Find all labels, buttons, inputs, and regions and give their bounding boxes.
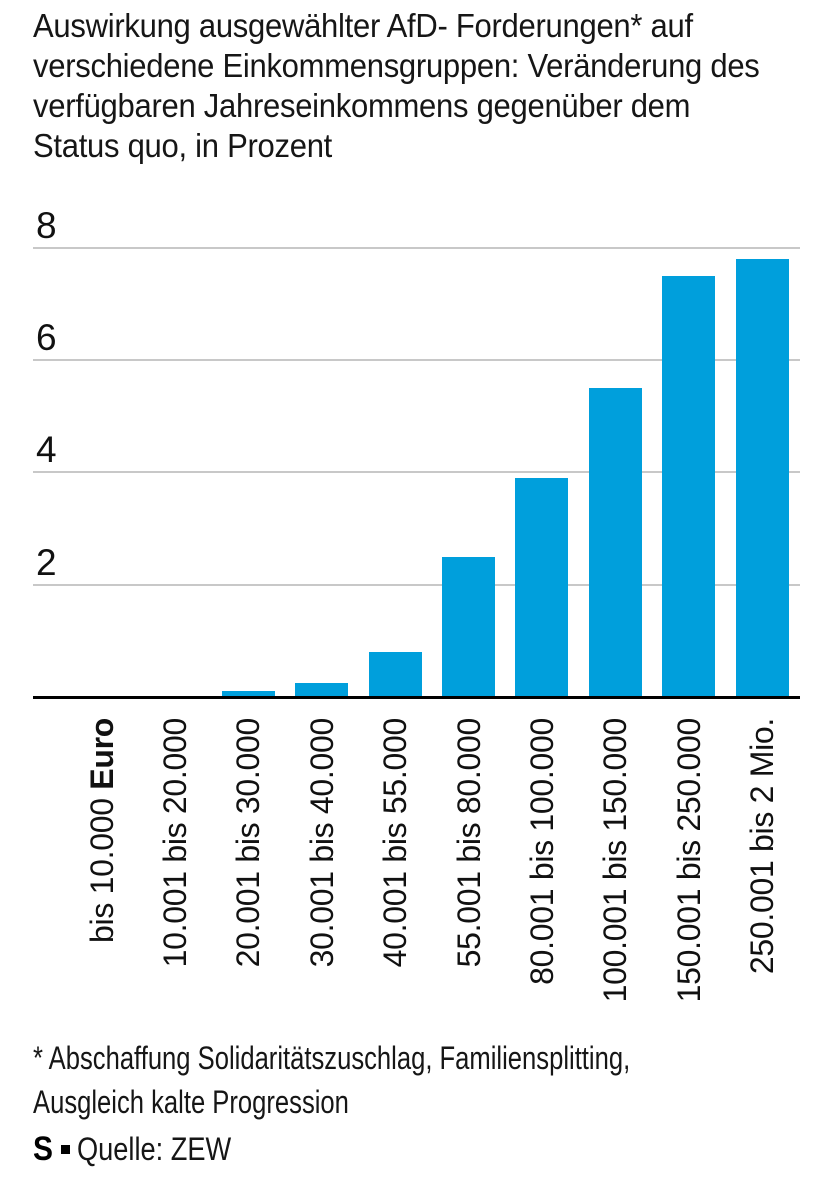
x-axis-label: 30.001 bis 40.000 [304, 718, 340, 968]
y-axis-label: 6 [36, 317, 57, 358]
bar-chart: 8 6 4 2 bis 10.000 Euro 10.001 bis 20.000 20.0… [33, 205, 800, 1003]
footnote-line-2: Ausgleich kalte Progression [33, 1084, 349, 1120]
bar [662, 276, 715, 697]
square-bullet-icon [60, 1144, 70, 1154]
x-axis-label: bis 10.000 Euro [84, 718, 120, 943]
bar [515, 478, 568, 697]
spiegel-s-logo: S [33, 1130, 53, 1168]
x-axis-label: 250.001 bis 2 Mio. [744, 718, 780, 975]
title-line-1: Auswirkung ausgewählter AfD- Forderungen… [33, 7, 693, 44]
chart-footnote: * Abschaffung Solidaritätszuschlag, Fami… [33, 1036, 779, 1124]
x-axis-label: 150.001 bis 250.000 [671, 718, 707, 1003]
page-title: Auswirkung ausgewählter AfD- Forderungen… [33, 6, 806, 166]
title-line-3: verfügbaren Jahreseinkommens gegenüber d… [33, 87, 691, 124]
bar [222, 691, 275, 697]
bar [369, 652, 422, 697]
y-axis-label: 4 [36, 429, 57, 470]
x-axis-label: 20.001 bis 30.000 [230, 718, 266, 968]
gridline [33, 471, 800, 473]
bar [736, 259, 789, 697]
gridline [33, 247, 800, 249]
x-axis-label: 40.001 bis 55.000 [377, 718, 413, 968]
x-axis-label: 80.001 bis 100.000 [524, 718, 560, 985]
bar [589, 388, 642, 697]
title-line-2: verschiedene Einkommensgruppen: Veränder… [33, 47, 760, 84]
y-axis-label: 8 [36, 205, 57, 246]
x-axis-label: 55.001 bis 80.000 [451, 718, 487, 968]
gridline [33, 584, 800, 586]
gridline [33, 359, 800, 361]
x-axis-line [33, 696, 800, 699]
source-line: S Quelle: ZEW [33, 1130, 258, 1168]
x-axis-label: 10.001 bis 20.000 [157, 718, 193, 968]
source-label: Quelle: ZEW [76, 1131, 231, 1167]
x-axis-label: 100.001 bis 150.000 [597, 718, 633, 1003]
y-axis-label: 2 [36, 542, 57, 583]
bar [295, 683, 348, 697]
title-line-4: Status quo, in Prozent [33, 127, 333, 164]
footnote-line-1: * Abschaffung Solidaritätszuschlag, Fami… [33, 1040, 631, 1076]
bar [442, 557, 495, 697]
